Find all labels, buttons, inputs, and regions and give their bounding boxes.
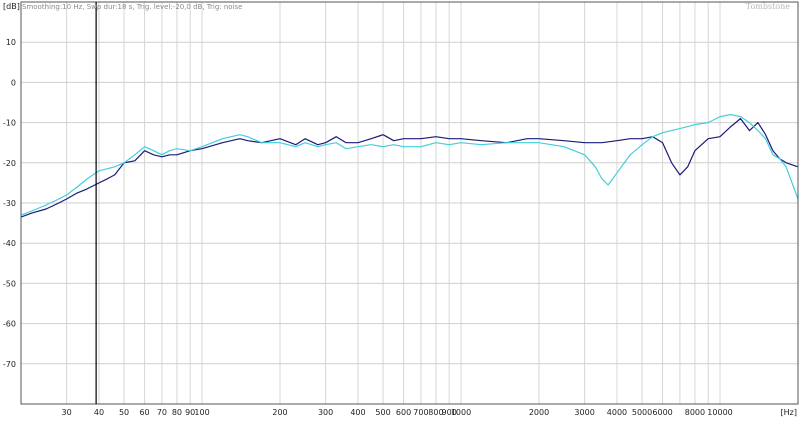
x-tick-label: 600 [396,408,411,417]
x-tick-label: 40 [94,408,104,417]
y-tick-label: -30 [3,199,16,208]
x-tick-label: 10000 [707,408,732,417]
x-tick-label: 900 [442,408,457,417]
x-tick-label: 400 [350,408,365,417]
y-tick-label: -20 [3,159,16,168]
series-line-1 [20,118,799,218]
x-tick-label: 800 [428,408,443,417]
y-tick-label: -40 [3,239,16,248]
x-tick-label: 1000 [451,408,471,417]
x-tick-label: 100 [194,408,209,417]
series-layer [20,114,799,218]
y-tick-label: 10 [6,38,16,47]
x-tick-label: 200 [272,408,287,417]
x-tick-label: 30 [62,408,72,417]
x-tick-label: 4000 [607,408,627,417]
x-tick-label: 6000 [652,408,672,417]
settings-header: Smoothing:10 Hz, Swp dur:18 s, Trig. lev… [22,3,243,11]
x-tick-label: 60 [139,408,149,417]
y-tick-label: 0 [11,78,16,87]
series-line-2 [20,114,799,216]
y-tick-label: -70 [3,360,16,369]
grid-lines [20,1,799,405]
y-tick-label: -10 [3,119,16,128]
x-tick-label: 500 [375,408,390,417]
y-tick-label: -60 [3,320,16,329]
watermark-logo: Tombstone [746,2,791,11]
x-tick-label: 2000 [529,408,549,417]
x-tick-label: 50 [119,408,129,417]
x-tick-label: 5000 [632,408,652,417]
x-unit-label: [Hz] [781,408,797,417]
x-tick-label: 700 [413,408,428,417]
x-tick-label: 70 [157,408,167,417]
plot-frame [20,1,799,405]
x-tick-label: 8000 [685,408,705,417]
y-unit-label: [dB] [3,2,20,11]
y-tick-label: -50 [3,279,16,288]
x-tick-label: 300 [318,408,333,417]
x-tick-label: 3000 [574,408,594,417]
x-tick-label: 90 [185,408,195,417]
x-tick-label: 80 [172,408,182,417]
